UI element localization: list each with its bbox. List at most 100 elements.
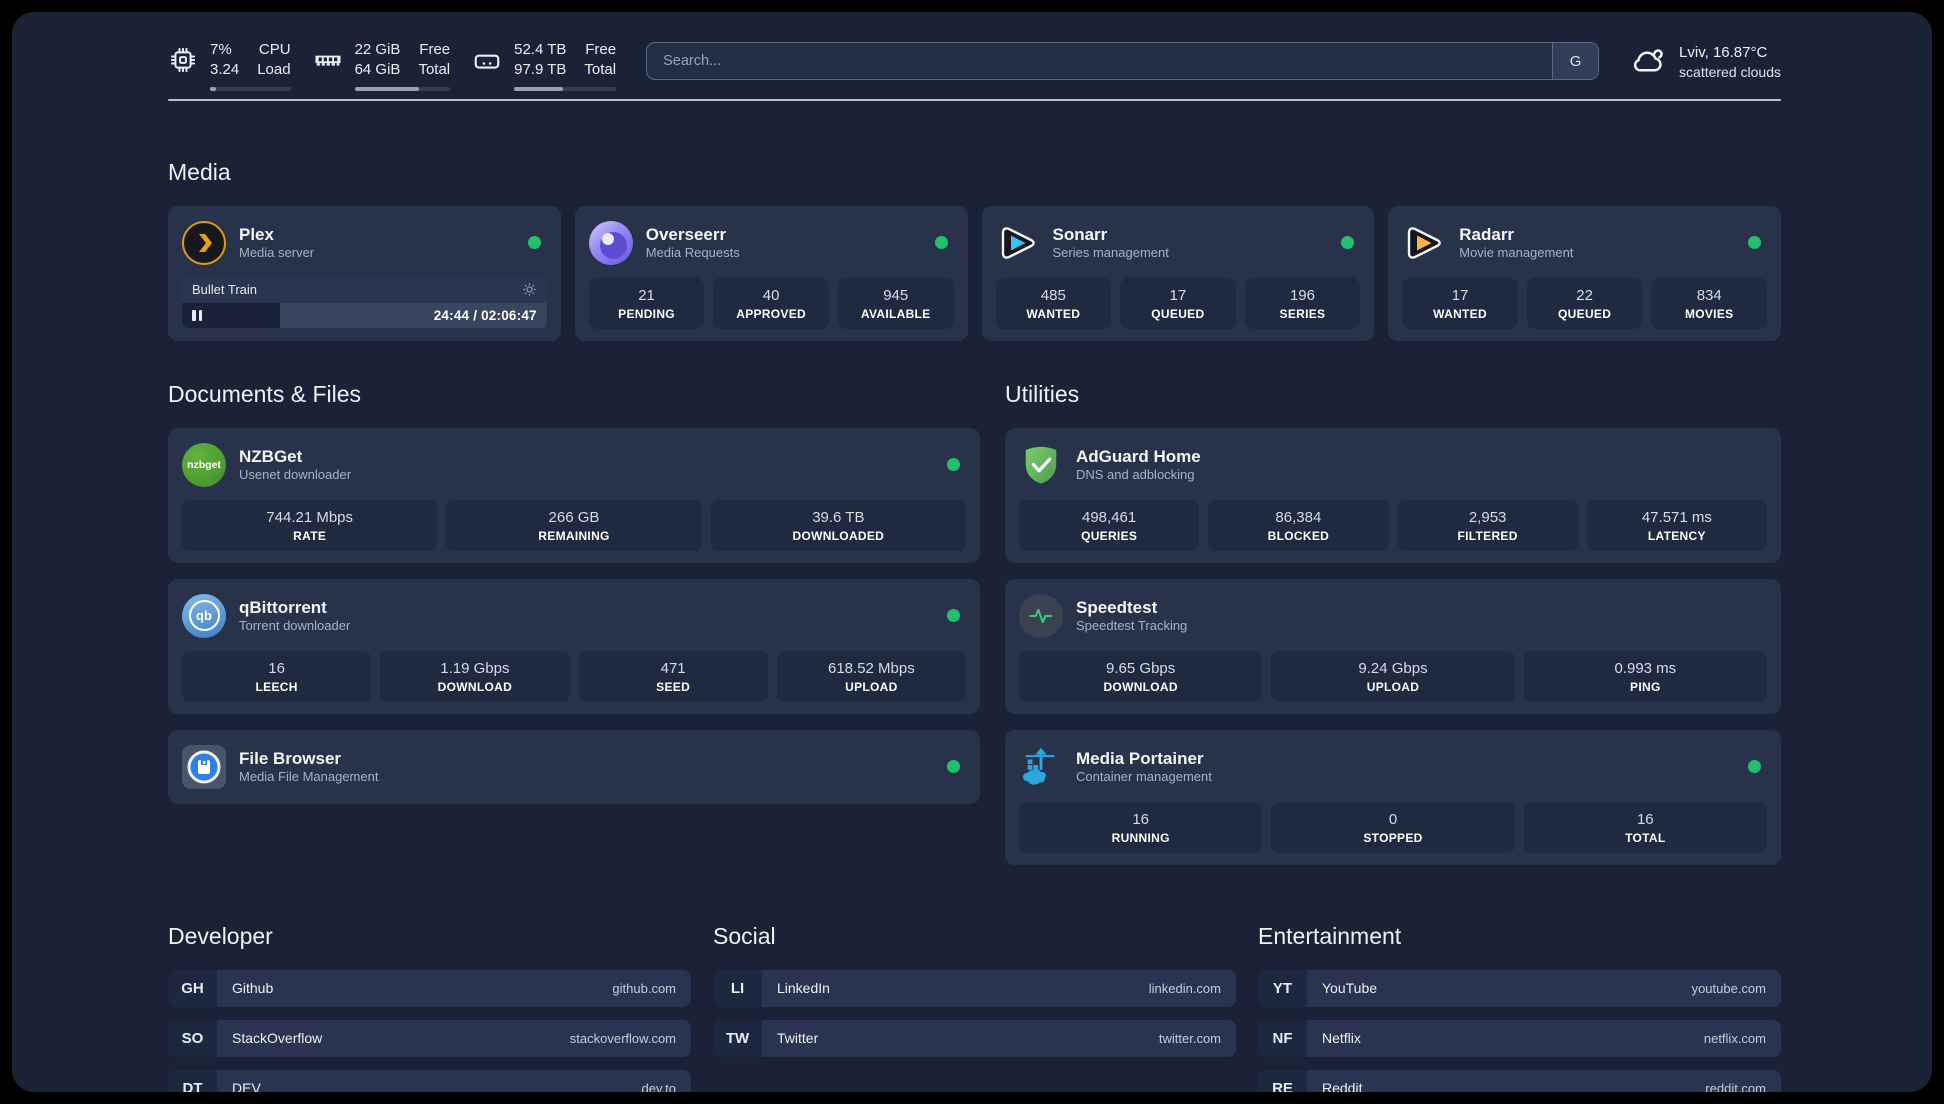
pause-icon[interactable] <box>192 309 202 321</box>
bookmark-url: dev.to <box>641 1080 676 1093</box>
app-card-overseerr[interactable]: Overseerr Media Requests 21 PENDING 40 APP… <box>574 205 968 341</box>
disk-free: 52.4 TB <box>514 41 567 58</box>
header-divider <box>168 98 1781 101</box>
app-card-adguard[interactable]: AdGuard Home DNS and adblocking 498,461 Q… <box>1005 427 1781 563</box>
bookmark-name: Reddit <box>1322 1080 1363 1092</box>
app-subtitle: Torrent downloader <box>239 618 351 633</box>
developer-column: Developer GH Github github.com SO StackOv… <box>168 865 691 1093</box>
app-card-speedtest[interactable]: Speedtest Speedtest Tracking 9.65 Gbps DO… <box>1005 578 1781 714</box>
stat-tile: 945 AVAILABLE <box>837 277 954 329</box>
stat-tile: 21 PENDING <box>588 277 705 329</box>
stat-tile: 0 STOPPED <box>1271 801 1515 853</box>
stat-tile: 16 TOTAL <box>1523 801 1767 853</box>
app-name: NZBGet <box>239 446 303 466</box>
ram-widget: 22 GiB 64 GiB Free Total <box>313 40 451 91</box>
ram-icon <box>313 45 343 75</box>
status-dot-online <box>934 236 948 249</box>
cpu-loadavg: 3.24 <box>210 61 240 79</box>
cpu-percent: 7% <box>210 41 232 58</box>
bookmark-linkedin[interactable]: LI LinkedIn linkedin.com <box>713 969 1236 1007</box>
weather-condition: scattered clouds <box>1679 63 1781 80</box>
plex-now-playing: Bullet Train 24:44 / 02:06:47 <box>182 275 547 328</box>
bookmark-name: LinkedIn <box>777 980 830 996</box>
overseerr-icon <box>588 220 633 265</box>
playback-time: 24:44 / 02:06:47 <box>433 307 537 323</box>
bookmark-reddit[interactable]: RE Reddit reddit.com <box>1258 1069 1781 1093</box>
status-dot-online <box>1341 236 1355 249</box>
bookmark-url: linkedin.com <box>1148 980 1221 996</box>
app-card-sonarr[interactable]: Sonarr Series management 485 WANTED 17 QUE… <box>981 205 1375 341</box>
stat-tile: 39.6 TB DOWNLOADED <box>710 499 966 551</box>
status-dot-online <box>1748 236 1761 249</box>
app-card-filebrowser[interactable]: File Browser Media File Management <box>168 729 980 804</box>
app-name: File Browser <box>239 748 342 768</box>
stat-tile: 196 SERIES <box>1244 277 1361 329</box>
bookmark-name: YouTube <box>1322 980 1378 996</box>
ram-progress-bar <box>354 86 451 91</box>
status-dot-online <box>947 760 960 773</box>
bookmark-name: StackOverflow <box>232 1030 323 1046</box>
app-subtitle: Movie management <box>1459 245 1574 260</box>
player-settings-gear-icon[interactable] <box>522 282 537 297</box>
stat-tile: 266 GB REMAINING <box>446 499 702 551</box>
bookmark-abbr: DT <box>168 1069 217 1092</box>
app-name: Radarr <box>1459 224 1515 244</box>
playback-progress-bar[interactable]: 24:44 / 02:06:47 <box>182 302 547 328</box>
app-subtitle: Media File Management <box>239 769 379 784</box>
stat-tile: 9.24 Gbps UPLOAD <box>1271 650 1515 702</box>
cpu-progress-bar <box>210 86 291 91</box>
cpu-icon <box>168 45 198 75</box>
bookmark-netflix[interactable]: NF Netflix netflix.com <box>1258 1019 1781 1057</box>
search-input[interactable] <box>647 43 1553 80</box>
stat-tile: 471 SEED <box>578 650 768 702</box>
qbittorrent-icon: qb <box>182 593 226 638</box>
cpu-label2: Load <box>257 61 291 79</box>
status-dot-online <box>1748 760 1761 773</box>
bookmark-url: reddit.com <box>1705 1080 1766 1093</box>
media-card-row: Plex Media server Bullet Train <box>168 205 1781 341</box>
stat-tile: 834 MOVIES <box>1651 277 1767 329</box>
stat-tile: 0.993 ms PING <box>1523 650 1767 702</box>
bookmark-abbr: TW <box>713 1019 762 1057</box>
section-title-developer: Developer <box>168 922 273 949</box>
app-card-plex[interactable]: Plex Media server Bullet Train <box>168 205 561 341</box>
ram-label2: Total <box>418 61 451 79</box>
app-name: Sonarr <box>1052 224 1108 244</box>
bookmark-twitter[interactable]: TW Twitter twitter.com <box>713 1019 1236 1057</box>
bookmark-youtube[interactable]: YT YouTube youtube.com <box>1258 969 1781 1007</box>
app-card-nzbget[interactable]: nzbget NZBGet Usenet downloader 744.21 M… <box>168 427 980 563</box>
stat-tile: 17 QUEUED <box>1120 277 1236 329</box>
ram-total: 64 GiB <box>354 61 401 79</box>
disk-label: Free <box>585 41 617 58</box>
disk-label2: Total <box>584 61 617 79</box>
bookmark-url: stackoverflow.com <box>569 1030 676 1046</box>
disk-icon <box>472 45 502 75</box>
bookmark-abbr: YT <box>1258 969 1307 1007</box>
app-subtitle: DNS and adblocking <box>1076 467 1195 482</box>
bookmark-github[interactable]: GH Github github.com <box>168 969 691 1007</box>
stat-tile: 618.52 Mbps UPLOAD <box>776 650 966 702</box>
app-card-radarr[interactable]: Radarr Movie management 17 WANTED 22 QUEUE… <box>1388 205 1781 341</box>
weather-location-temp: Lviv, 16.87°C <box>1679 43 1768 61</box>
section-title-utilities: Utilities <box>1005 380 1080 407</box>
bookmark-abbr: LI <box>713 969 762 1007</box>
ram-label: Free <box>419 41 451 58</box>
stat-tile: 485 WANTED <box>995 277 1112 329</box>
app-subtitle: Media server <box>239 245 315 260</box>
app-card-portainer[interactable]: Media Portainer Container management 16 R… <box>1005 729 1781 865</box>
disk-widget: 52.4 TB 97.9 TB Free Total <box>472 40 617 91</box>
adguard-icon <box>1019 443 1063 487</box>
section-title-social: Social <box>713 922 776 949</box>
bookmark-dev[interactable]: DT DEV dev.to <box>168 1069 691 1093</box>
status-dot-online <box>947 458 960 471</box>
ram-free: 22 GiB <box>354 41 401 58</box>
app-card-qbittorrent[interactable]: qb qBittorrent Torrent downloader 16 LEEC… <box>168 578 980 714</box>
search-provider-button[interactable]: G <box>1552 43 1599 80</box>
app-name: AdGuard Home <box>1076 446 1201 466</box>
filebrowser-icon <box>182 744 226 789</box>
stat-tile: 2,953 FILTERED <box>1397 499 1578 551</box>
bookmark-stackoverflow[interactable]: SO StackOverflow stackoverflow.com <box>168 1019 691 1057</box>
documents-column: Documents & Files nzbget NZBGet Usenet d… <box>168 341 980 865</box>
now-playing-title: Bullet Train <box>192 281 258 297</box>
section-title-media: Media <box>168 158 231 185</box>
